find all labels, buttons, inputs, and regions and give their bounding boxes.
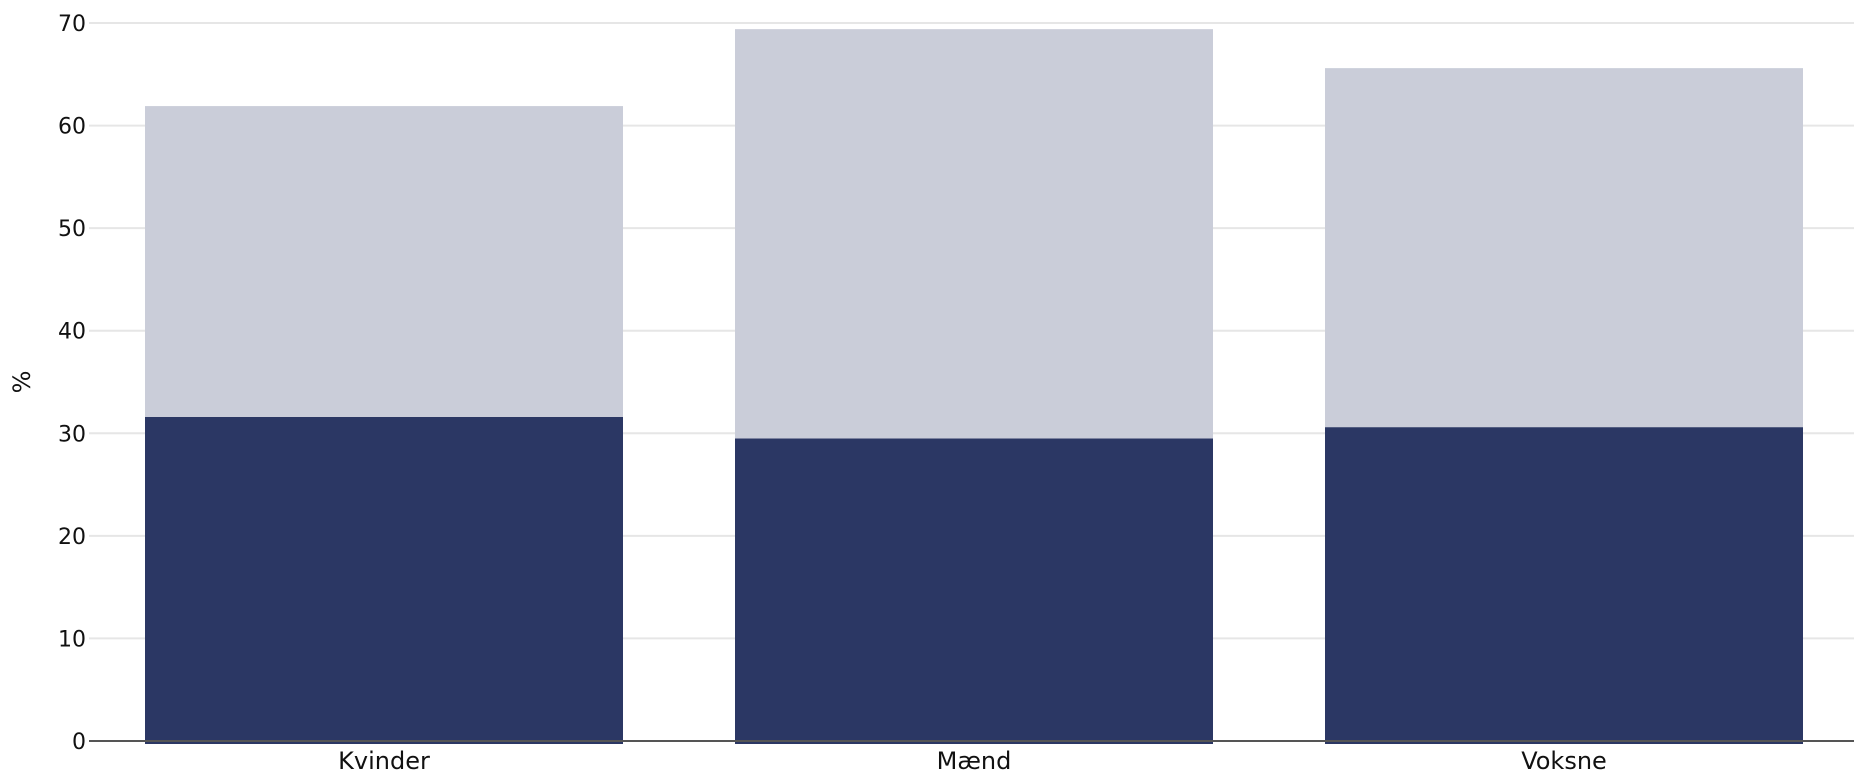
y-tick-label: 60 — [58, 115, 86, 140]
bar-segment — [735, 438, 1213, 744]
x-category-label: Mænd — [937, 747, 1012, 773]
y-tick-labels: 0 10 20 30 40 50 60 70 — [58, 12, 86, 755]
y-axis-title: % — [8, 371, 36, 394]
y-tick-label: 0 — [72, 730, 86, 755]
bar-segment — [1325, 68, 1803, 428]
x-category-label: Voksne — [1521, 747, 1607, 773]
y-tick-label: 20 — [58, 525, 86, 550]
y-tick-label: 40 — [58, 320, 86, 345]
y-tick-label: 30 — [58, 422, 86, 447]
x-category-labels: Kvinder Mænd Voksne — [338, 747, 1607, 773]
y-tick-label: 70 — [58, 12, 86, 37]
bar-segment — [735, 29, 1213, 439]
x-category-label: Kvinder — [338, 747, 430, 773]
bar-segment — [145, 416, 623, 744]
y-tick-label: 10 — [58, 627, 86, 652]
bar-segment — [145, 106, 623, 417]
bar-segment — [1325, 427, 1803, 744]
y-tick-label: 50 — [58, 217, 86, 242]
bars — [145, 29, 1803, 744]
